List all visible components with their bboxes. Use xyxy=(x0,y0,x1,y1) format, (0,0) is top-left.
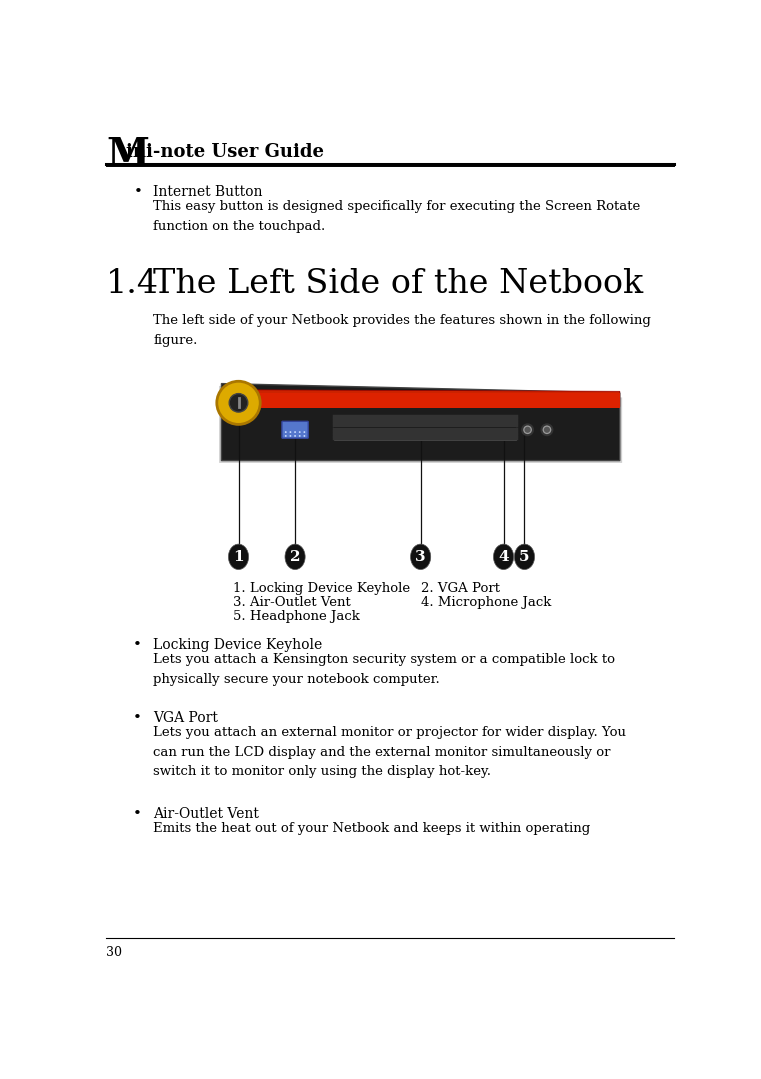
Circle shape xyxy=(295,435,296,437)
Text: 3. Air-Outlet Vent: 3. Air-Outlet Vent xyxy=(233,596,351,610)
Text: VGA Port: VGA Port xyxy=(153,711,218,725)
Text: 4: 4 xyxy=(498,550,509,564)
Text: 2. VGA Port: 2. VGA Port xyxy=(421,583,500,596)
Text: This easy button is designed specifically for executing the Screen Rotate
functi: This easy button is designed specificall… xyxy=(153,201,641,233)
Text: Lets you attach an external monitor or projector for wider display. You
can run : Lets you attach an external monitor or p… xyxy=(153,726,626,778)
Circle shape xyxy=(289,432,291,433)
Circle shape xyxy=(304,435,305,437)
Text: 1: 1 xyxy=(233,550,244,564)
Circle shape xyxy=(289,435,291,437)
Polygon shape xyxy=(221,390,619,407)
Circle shape xyxy=(217,381,260,424)
Circle shape xyxy=(304,432,305,433)
Text: •: • xyxy=(132,807,142,821)
Text: 2: 2 xyxy=(290,550,301,564)
Ellipse shape xyxy=(228,544,249,570)
Text: M: M xyxy=(106,136,149,174)
Circle shape xyxy=(299,435,301,437)
Circle shape xyxy=(285,435,287,437)
Text: 4. Microphone Jack: 4. Microphone Jack xyxy=(421,596,551,610)
Ellipse shape xyxy=(285,544,305,570)
Ellipse shape xyxy=(514,544,534,570)
Text: ini-note User Guide: ini-note User Guide xyxy=(126,144,324,162)
Text: 30: 30 xyxy=(106,945,122,958)
Text: •: • xyxy=(132,638,142,652)
Text: The Left Side of the Netbook: The Left Side of the Netbook xyxy=(153,268,643,300)
Circle shape xyxy=(229,394,248,412)
Text: 5. Headphone Jack: 5. Headphone Jack xyxy=(233,610,360,623)
Circle shape xyxy=(544,426,550,433)
Circle shape xyxy=(542,424,552,435)
Bar xyxy=(334,415,516,441)
FancyBboxPatch shape xyxy=(282,421,308,438)
Ellipse shape xyxy=(493,544,514,570)
Text: Lets you attach a Kensington security system or a compatible lock to
physically : Lets you attach a Kensington security sy… xyxy=(153,653,615,685)
Text: Internet Button: Internet Button xyxy=(153,185,263,199)
Circle shape xyxy=(285,432,287,433)
Text: Air-Outlet Vent: Air-Outlet Vent xyxy=(153,807,260,821)
Circle shape xyxy=(299,432,301,433)
Text: 3: 3 xyxy=(416,550,426,564)
Text: •: • xyxy=(134,185,143,199)
Circle shape xyxy=(295,432,296,433)
Polygon shape xyxy=(219,386,622,463)
Ellipse shape xyxy=(410,544,431,570)
Circle shape xyxy=(524,426,530,433)
Text: Locking Device Keyhole: Locking Device Keyhole xyxy=(153,638,323,652)
Text: 1. Locking Device Keyhole: 1. Locking Device Keyhole xyxy=(233,583,410,596)
Polygon shape xyxy=(221,383,619,461)
Text: The left side of your Netbook provides the features shown in the following
figur: The left side of your Netbook provides t… xyxy=(153,314,651,346)
Circle shape xyxy=(522,424,533,435)
Text: •: • xyxy=(132,711,142,725)
Text: 5: 5 xyxy=(519,550,530,564)
Text: Emits the heat out of your Netbook and keeps it within operating: Emits the heat out of your Netbook and k… xyxy=(153,822,591,835)
Polygon shape xyxy=(221,393,619,408)
Text: 1.4: 1.4 xyxy=(106,268,159,300)
